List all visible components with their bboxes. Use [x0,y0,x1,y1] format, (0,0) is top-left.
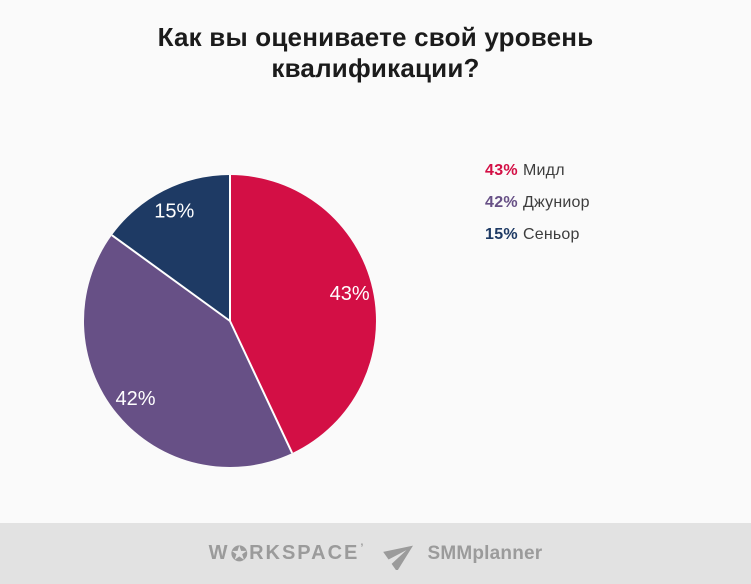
workspace-logo-prefix: W [208,542,230,564]
pie-slice-label: 15% [154,201,194,223]
pie-slice-0 [230,175,376,454]
smmplanner-label: SMMplanner [427,542,543,564]
pie-slice-label: 42% [115,388,155,410]
legend-item: 42% Джуниор [485,192,590,214]
legend-label: Мидл [523,162,565,179]
chart-legend: 43% Мидл 42% Джуниор 15% Сеньор [485,160,590,256]
chart-title: Как вы оцениваете свой уровень квалифика… [157,22,594,84]
legend-percent: 15% [485,226,518,243]
pie-slice-label: 43% [330,283,370,305]
pie-chart-svg: 43% 42% 15% [83,175,376,467]
legend-percent: 42% [485,194,518,211]
pie-slice-2 [111,175,230,321]
legend-percent: 43% [485,162,518,179]
slice-separator [229,320,294,454]
smmplanner-logo: SMMplanner [383,538,542,570]
footer-bar: W ✪ RKSPACE ’ SMMplanner [0,523,751,584]
pie-chart: 43% 42% 15% [82,173,378,469]
paper-plane-icon [383,545,414,570]
workspace-logo-suffix: RKSPACE [249,542,360,564]
legend-label: Джуниор [523,194,590,211]
legend-item: 15% Сеньор [485,224,590,246]
slice-separator [111,234,231,322]
legend-item: 43% Мидл [485,160,590,182]
workspace-star-icon: ✪ [230,541,249,566]
legend-label: Сеньор [523,226,580,243]
workspace-logo: W ✪ RKSPACE ’ [209,542,364,566]
pie-slice-1 [83,235,293,467]
workspace-trademark: ’ [360,541,364,554]
